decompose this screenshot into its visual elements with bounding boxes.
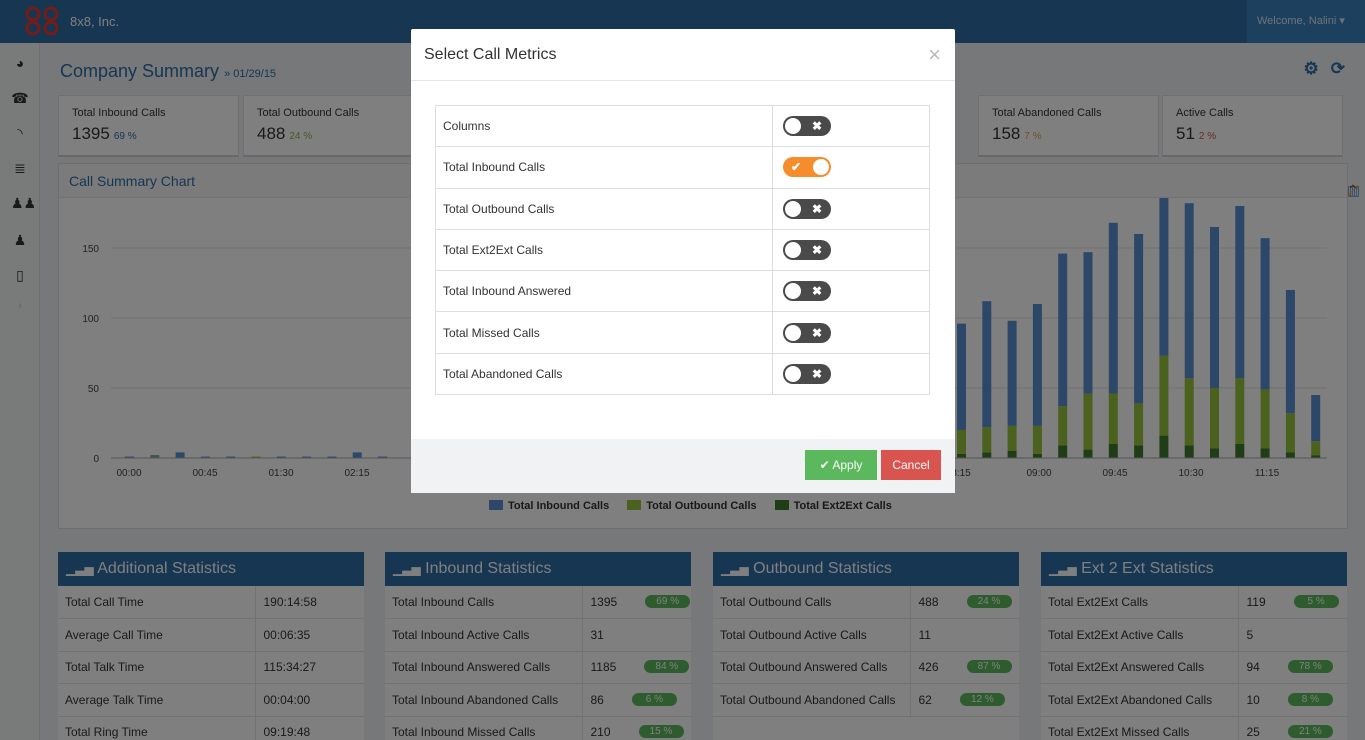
modal-title: Select Call Metrics <box>424 46 557 63</box>
cancel-button[interactable]: Cancel <box>881 450 941 480</box>
apply-button[interactable]: ✔ Apply <box>805 450 877 480</box>
metric-label: Total Inbound Calls <box>435 146 773 189</box>
x-icon: ✖ <box>811 201 822 216</box>
select-call-metrics-modal: Select Call Metrics × Columns ✖ Total Inbo… <box>411 29 955 493</box>
metric-row: Total Inbound Calls ✔ <box>435 146 930 189</box>
metric-row: Columns ✖ <box>435 104 930 148</box>
x-icon: ✖ <box>811 119 822 134</box>
metric-toggle[interactable]: ✖ <box>783 281 831 302</box>
metric-label: Total Abandoned Calls <box>435 352 773 396</box>
x-icon: ✖ <box>811 366 822 381</box>
metric-toggle[interactable]: ✔ <box>783 157 831 178</box>
metric-label: Total Outbound Calls <box>435 187 773 230</box>
modal-footer: ✔ Apply Cancel <box>411 439 955 493</box>
metric-toggle[interactable]: ✖ <box>783 198 831 219</box>
close-icon[interactable]: × <box>928 42 941 67</box>
metric-row: Total Missed Calls ✖ <box>435 311 930 354</box>
metric-toggle[interactable]: ✖ <box>783 322 831 343</box>
x-icon: ✖ <box>811 243 822 258</box>
metric-label: Total Ext2Ext Calls <box>435 228 773 272</box>
metric-toggle[interactable]: ✖ <box>783 363 831 384</box>
metric-toggle[interactable]: ✖ <box>783 240 831 261</box>
x-icon: ✖ <box>811 325 822 340</box>
metric-row: Total Inbound Answered ✖ <box>435 270 930 313</box>
metric-row: Total Abandoned Calls ✖ <box>435 352 930 396</box>
check-icon: ✔ <box>791 160 802 175</box>
metric-label: Total Inbound Answered <box>435 270 773 313</box>
metric-row: Total Outbound Calls ✖ <box>435 187 930 230</box>
metric-label: Columns <box>435 104 773 148</box>
metrics-table: Columns ✖ Total Inbound Calls ✔ Total Outbou… <box>435 104 930 396</box>
x-icon: ✖ <box>811 284 822 299</box>
metric-row: Total Ext2Ext Calls ✖ <box>435 228 930 272</box>
metric-toggle[interactable]: ✖ <box>783 116 831 137</box>
metric-label: Total Missed Calls <box>435 311 773 354</box>
